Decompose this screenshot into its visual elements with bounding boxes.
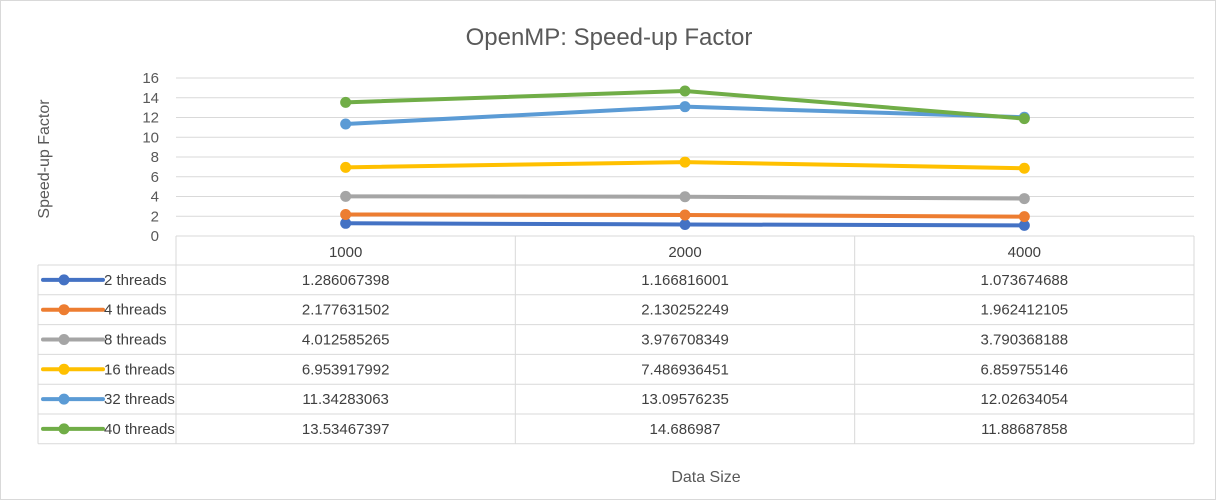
data-point: [340, 118, 352, 130]
data-table-value: 11.88687858: [981, 421, 1067, 438]
data-point: [679, 191, 691, 203]
legend-key-marker: [58, 304, 70, 316]
data-table: 1000 2000 4000 2 threads 1.286067398 1.166816…: [37, 235, 1195, 445]
y-tick-label: 12: [142, 110, 159, 127]
data-table-value: 12.02634054: [981, 391, 1069, 408]
y-tick-label: 8: [151, 149, 159, 166]
y-tick-label: 6: [151, 169, 159, 186]
x-category-label: 4000: [1008, 244, 1041, 261]
legend-series-name: 16 threads: [104, 361, 175, 378]
data-table-value: 6.859755146: [981, 361, 1069, 378]
series-group: [340, 85, 1030, 125]
series-group: [340, 101, 1030, 130]
y-tick-label: 10: [142, 129, 159, 146]
data-point: [1018, 113, 1030, 125]
legend-series-name: 2 threads: [104, 272, 167, 289]
data-table-value: 13.09576235: [641, 391, 729, 408]
data-table-value: 7.486936451: [641, 361, 729, 378]
data-point: [1018, 211, 1030, 223]
data-point: [340, 217, 352, 229]
legend-series-name: 40 threads: [104, 421, 175, 438]
y-tick-label: 4: [151, 189, 159, 206]
series-group: [340, 208, 1030, 223]
data-table-value: 2.177631502: [302, 302, 390, 319]
data-point: [1018, 162, 1030, 174]
y-tick-label: 0: [151, 228, 159, 245]
y-tick-label: 2: [151, 208, 159, 225]
data-table-value: 1.286067398: [302, 272, 390, 289]
legend-key-marker: [58, 423, 70, 435]
data-point: [340, 190, 352, 202]
data-point: [679, 85, 691, 97]
chart-title: OpenMP: Speed-up Factor: [466, 24, 753, 51]
data-point: [679, 101, 691, 113]
data-point: [679, 209, 691, 221]
y-tick-labels: 0 2 4 6 8 10 12 14 16: [142, 70, 159, 245]
series-group: [340, 217, 1030, 231]
legend-key-marker: [58, 363, 70, 375]
data-table-value: 1.166816001: [641, 272, 729, 289]
data-table-value: 1.073674688: [981, 272, 1069, 289]
data-table-value: 3.790368188: [981, 332, 1069, 349]
y-tick-label: 14: [142, 90, 159, 107]
x-category-label: 1000: [329, 244, 362, 261]
data-point: [679, 156, 691, 168]
data-table-value: 6.953917992: [302, 361, 390, 378]
legend-key-marker: [58, 274, 70, 286]
data-point: [340, 161, 352, 173]
data-table-value: 3.976708349: [641, 332, 729, 349]
data-table-value: 14.686987: [650, 421, 721, 438]
x-category-label: 2000: [668, 244, 701, 261]
data-table-value: 4.012585265: [302, 332, 390, 349]
data-point: [340, 96, 352, 108]
data-table-value: 11.34283063: [302, 391, 388, 408]
y-tick-label: 16: [142, 70, 159, 87]
series-group: [340, 190, 1030, 205]
data-point: [679, 218, 691, 230]
y-axis-title: Speed-up Factor: [36, 99, 53, 219]
data-table-value: 1.962412105: [981, 302, 1069, 319]
series-lines: [340, 85, 1030, 231]
x-axis-title: Data Size: [671, 469, 740, 486]
legend-series-name: 8 threads: [104, 332, 167, 349]
legend-series-name: 4 threads: [104, 302, 167, 319]
legend-series-name: 32 threads: [104, 391, 175, 408]
data-point: [1018, 219, 1030, 231]
series-group: [340, 156, 1030, 174]
data-table-value: 13.53467397: [302, 421, 390, 438]
legend-key-marker: [58, 334, 70, 345]
data-table-value: 2.130252249: [641, 302, 729, 319]
data-point: [1018, 193, 1030, 205]
data-point: [340, 208, 352, 220]
legend-key-marker: [58, 393, 70, 405]
